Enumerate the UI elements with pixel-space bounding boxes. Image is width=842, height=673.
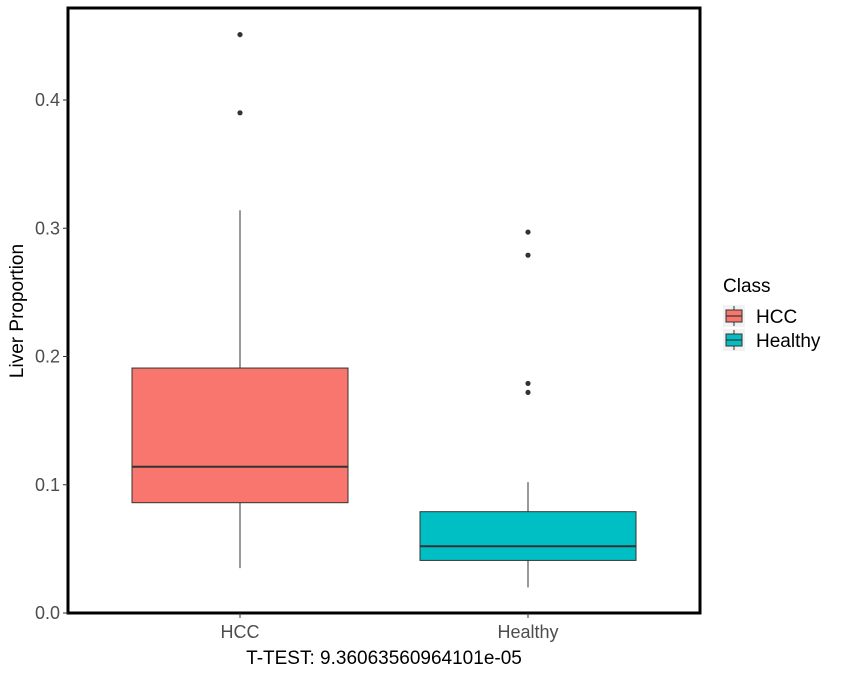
legend-label: Healthy [756,331,821,352]
outlier-point [237,110,243,116]
legend-item-healthy: Healthy [723,329,821,352]
x-tick-label: HCC [221,622,260,642]
outlier-point [525,380,531,387]
outlier-point [237,31,243,38]
legend-item-hcc: HCC [723,305,797,328]
x-tick-label: Healthy [497,622,558,642]
y-tick-label: 0.3 [35,218,60,238]
box-healthy [419,229,637,588]
y-tick-label: 0.1 [35,475,60,495]
x-axis-title: T-TEST: 9.36063560964101e-05 [246,648,522,669]
legend-title: Class [723,276,771,297]
plot-border [66,6,702,615]
plot-area [66,6,702,615]
outlier-point [525,229,531,235]
iqr-box [419,511,637,561]
x-axis: HCC Healthy [221,613,559,642]
y-tick-label: 0.0 [35,603,60,623]
box-hcc [131,31,349,569]
iqr-box [131,367,349,504]
y-tick-label: 0.4 [35,90,60,110]
y-axis-title: Liver Proportion [7,244,28,378]
legend-label: HCC [756,307,797,328]
y-axis: 0.0 0.1 0.2 0.3 0.4 [35,90,68,623]
outlier-point [525,389,531,396]
y-tick-label: 0.2 [35,347,60,367]
outlier-point [525,252,531,258]
legend: Class HCC Healthy [723,276,821,352]
